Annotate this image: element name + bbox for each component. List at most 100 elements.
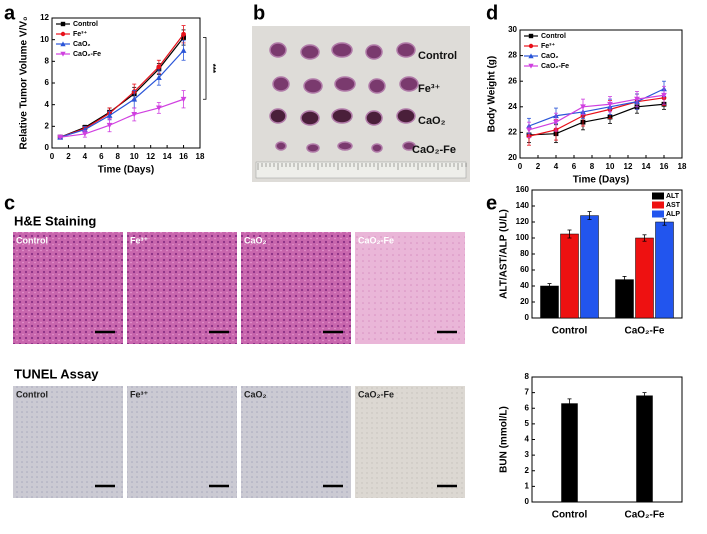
plot-frame [519, 29, 683, 159]
x-tick-label: 18 [196, 152, 205, 161]
x-tick-label: 14 [642, 162, 651, 171]
series-line [60, 98, 184, 138]
panel-label: a [4, 2, 16, 24]
histology-image [127, 232, 237, 344]
x-tick-label: 6 [99, 152, 104, 161]
y-tick-label: 8 [525, 372, 530, 381]
tumor [402, 141, 416, 151]
photo-label: Fe³⁺ [418, 83, 441, 95]
tumor [365, 44, 383, 60]
tumor [365, 110, 383, 126]
tumor [331, 42, 353, 58]
y-tick-label: 0 [525, 313, 530, 322]
marker [131, 96, 138, 102]
histology-image [13, 386, 123, 498]
legend-swatch [652, 192, 664, 200]
tumor [396, 42, 416, 58]
panel-label: b [253, 2, 265, 24]
legend-label: CaO₂ [541, 53, 559, 60]
image-label: CaO₂-Fe [358, 235, 394, 245]
y-tick-label: 120 [516, 217, 530, 226]
bar [655, 221, 674, 319]
x-tick-label: 10 [130, 152, 139, 161]
image-label: Fe³⁺ [130, 235, 149, 245]
marker [580, 104, 586, 110]
y-tick-label: 80 [520, 249, 529, 258]
x-tick-label: 6 [572, 162, 577, 171]
legend-label: ALT [666, 193, 680, 200]
y-tick-label: 5 [525, 419, 530, 428]
x-tick-label: 4 [554, 162, 559, 171]
x-tick-label: 4 [83, 152, 88, 161]
x-tick-label: 8 [116, 152, 121, 161]
y-tick-label: 100 [516, 233, 530, 242]
tumor [303, 78, 323, 94]
x-axis-label: Time (Days) [98, 165, 155, 176]
histology-image [13, 232, 123, 344]
y-tick-label: 7 [525, 388, 530, 397]
bar [615, 279, 634, 319]
photo-label: CaO₂ [418, 115, 446, 127]
tumor [396, 108, 416, 124]
y-tick-label: 10 [40, 35, 49, 44]
panel-label: c [4, 192, 15, 214]
y-tick-label: 160 [516, 185, 530, 194]
legend-marker [528, 43, 534, 49]
y-tick-label: 0 [525, 497, 530, 506]
bar [635, 237, 654, 319]
legend-swatch [652, 201, 664, 209]
x-axis-label: Time (Days) [573, 175, 630, 186]
image-label: CaO₂ [244, 389, 267, 399]
legend-label: CaO₂-Fe [541, 63, 569, 70]
legend-label: CaO₂ [73, 41, 91, 48]
y-tick-label: 6 [525, 403, 530, 412]
marker [106, 122, 113, 129]
tumor [334, 76, 356, 92]
x-tick-label: 0 [518, 162, 523, 171]
panel-label: e [486, 192, 497, 214]
marker [607, 101, 613, 108]
y-axis-label: Relative Tumor Volume V/V₀ [19, 16, 30, 149]
marker [634, 96, 640, 102]
legend-label: ALP [666, 211, 680, 218]
image-label: Fe³⁺ [130, 389, 149, 399]
y-tick-label: 4 [45, 100, 50, 109]
marker [156, 64, 162, 70]
x-tick-label: 14 [163, 152, 172, 161]
histology-image [355, 232, 465, 344]
y-tick-label: 24 [508, 102, 517, 111]
series-line [60, 33, 185, 138]
marker [181, 31, 186, 37]
x-tick-label: Control [552, 326, 588, 337]
section-title: H&E Staining [14, 213, 96, 228]
legend-marker [60, 51, 66, 57]
x-tick-label: Control [552, 510, 588, 521]
image-label: CaO₂ [244, 235, 267, 245]
x-tick-label: CaO₂-Fe [624, 510, 664, 521]
legend-label: AST [666, 202, 681, 209]
series-line [528, 88, 665, 127]
y-tick-label: 0 [45, 143, 50, 152]
series-line [528, 97, 665, 137]
y-tick-label: 1 [525, 481, 530, 490]
tumor-photo [252, 26, 470, 182]
significance-label: *** [208, 64, 217, 74]
image-label: Control [16, 389, 48, 399]
ruler [255, 161, 467, 179]
photo-label: CaO₂-Fe [412, 144, 456, 156]
tumor [269, 42, 287, 58]
x-tick-label: 2 [536, 162, 541, 171]
y-tick-label: 26 [508, 76, 517, 85]
y-tick-label: 4 [525, 435, 530, 444]
y-tick-label: 8 [45, 56, 50, 65]
legend-label: Fe³⁺ [541, 42, 556, 50]
photo-label: Control [418, 50, 457, 62]
y-tick-label: 140 [516, 201, 530, 210]
marker [553, 119, 559, 126]
y-axis-label: Body Weight (g) [487, 56, 498, 132]
y-tick-label: 20 [508, 153, 517, 162]
marker [131, 112, 138, 118]
marker [82, 131, 88, 137]
y-tick-label: 3 [525, 450, 530, 459]
y-tick-label: 2 [525, 466, 530, 475]
